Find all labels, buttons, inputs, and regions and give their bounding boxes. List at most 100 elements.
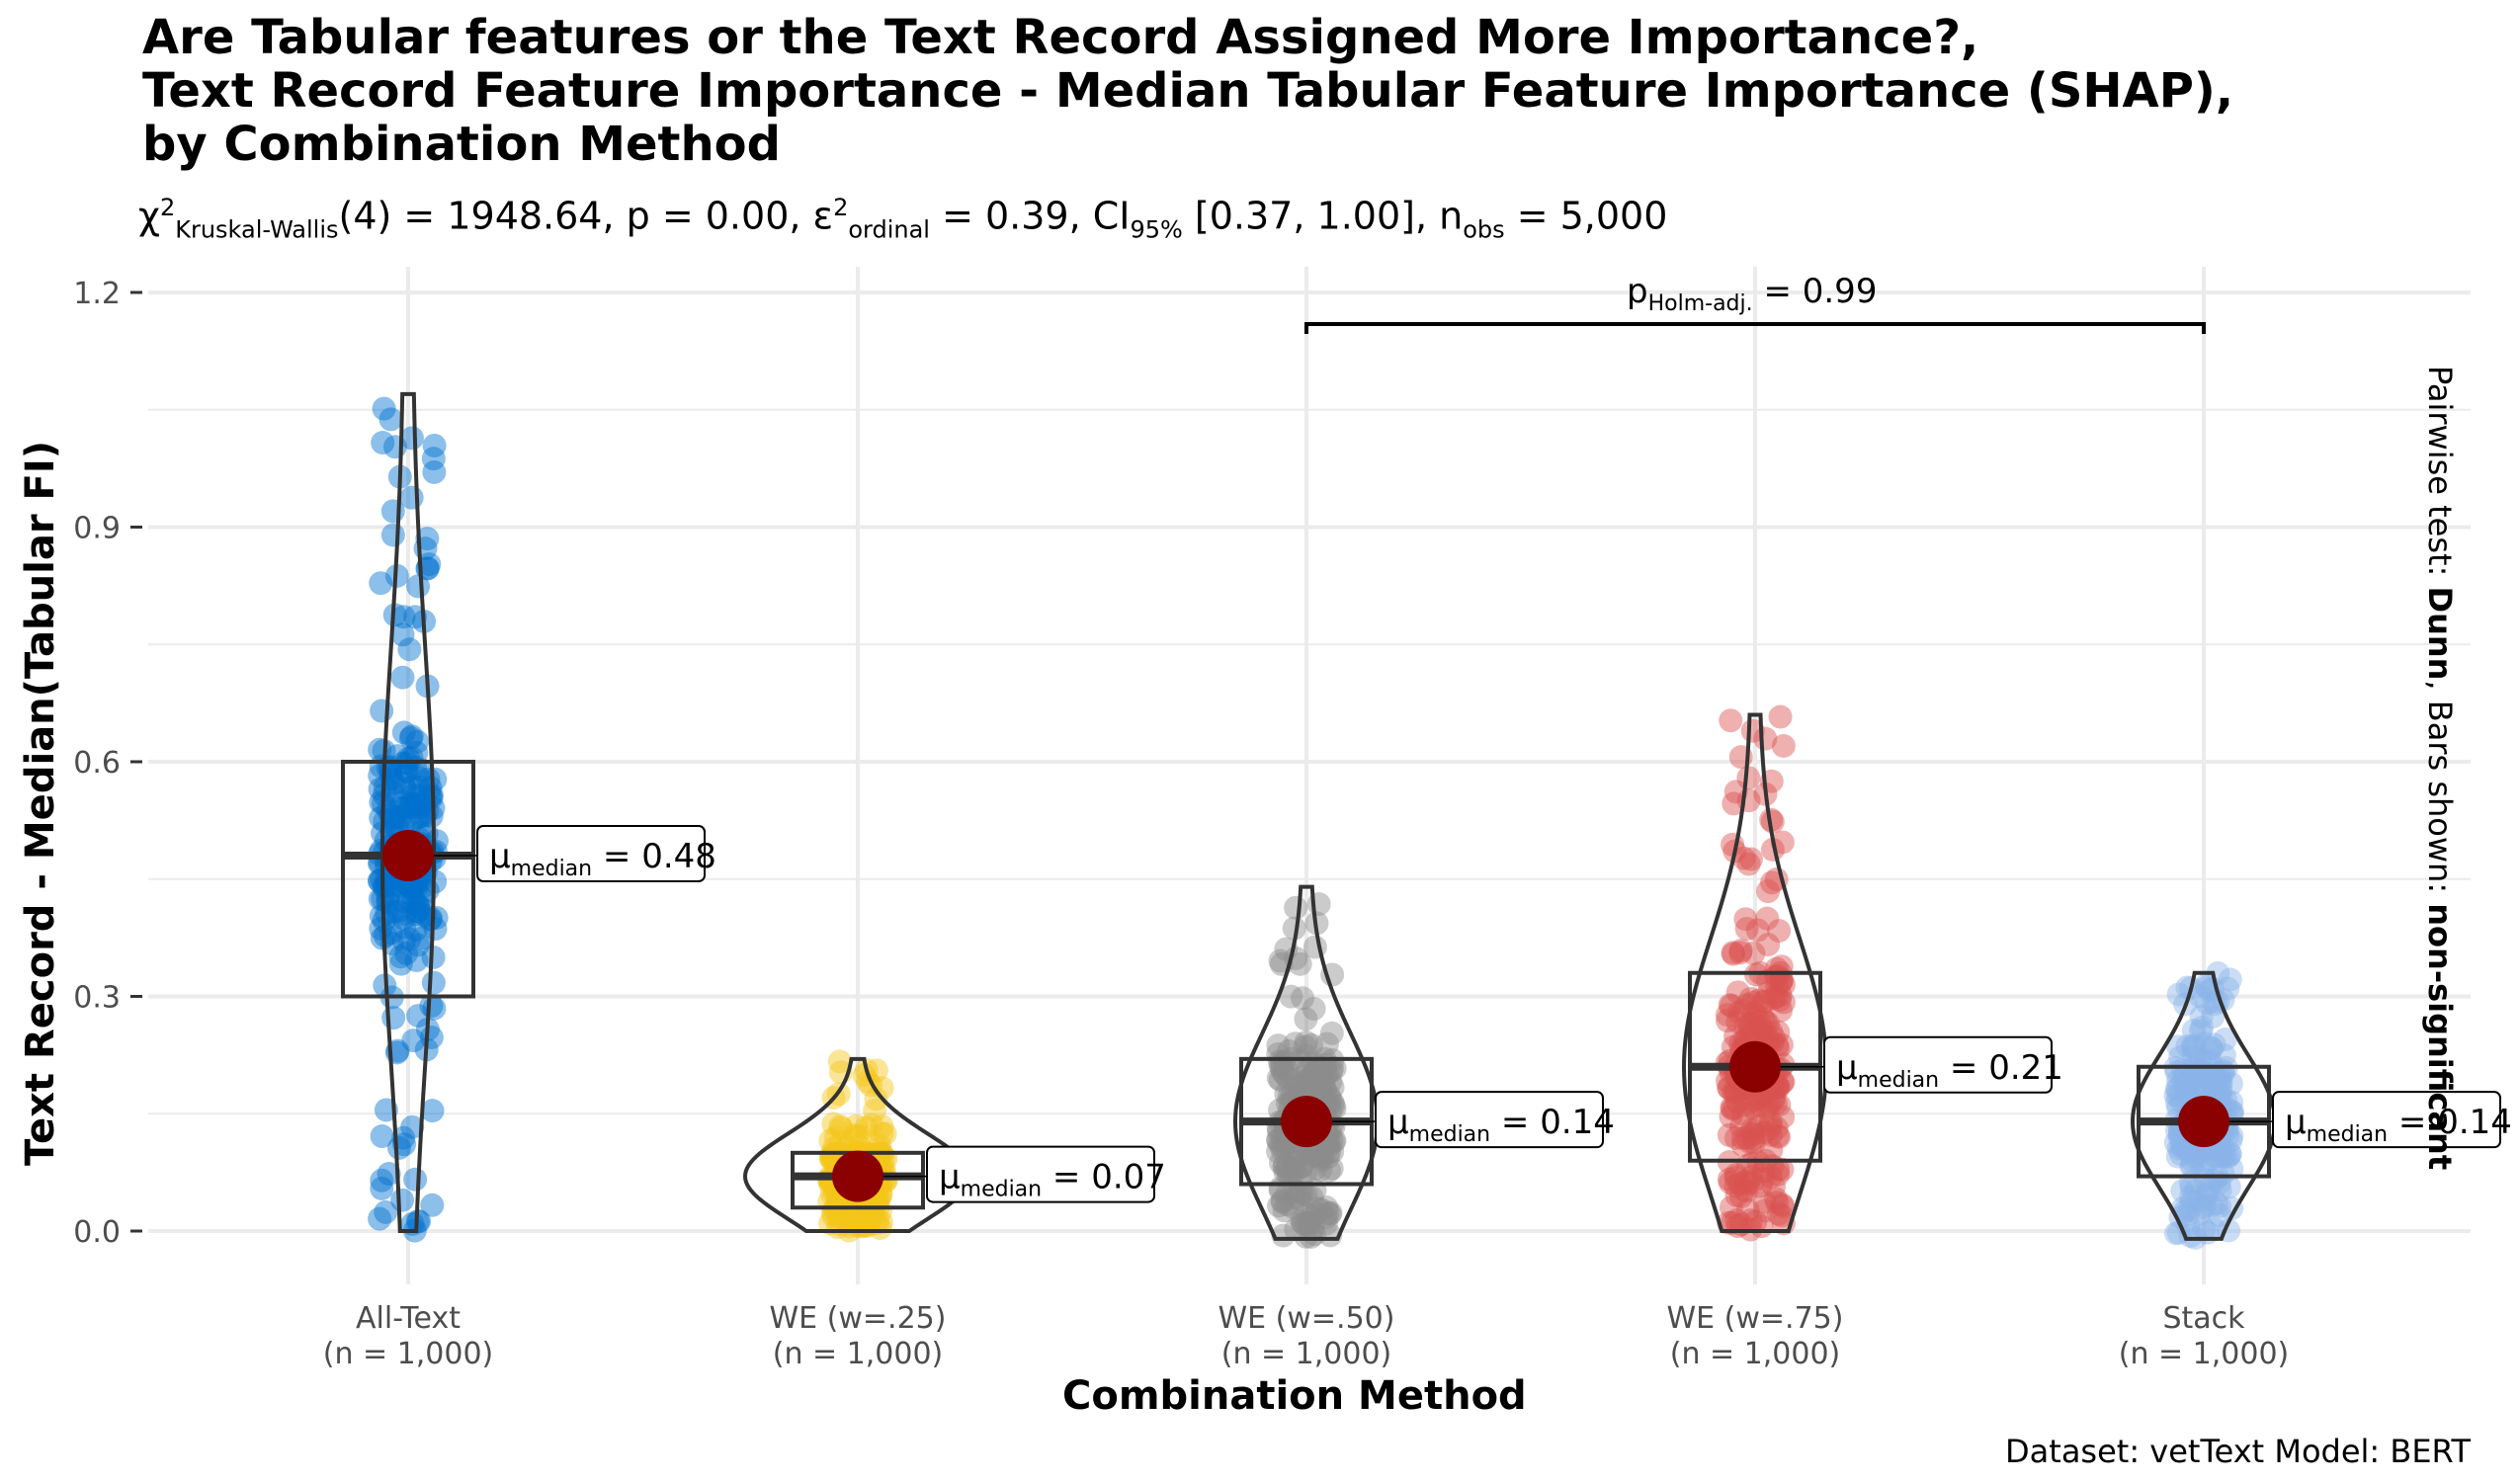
data-point (2194, 1184, 2219, 1208)
data-point (1282, 916, 1306, 941)
data-point (1276, 1158, 1301, 1183)
data-point (2212, 1043, 2236, 1068)
data-point (1295, 1201, 1319, 1226)
data-point (2202, 1216, 2226, 1241)
data-point (1301, 1210, 1325, 1235)
data-point (1717, 1167, 1741, 1192)
data-point (368, 1206, 392, 1231)
data-point (401, 1029, 426, 1053)
data-point (2213, 1028, 2237, 1052)
chart-title-line-3: by Combination Method (142, 117, 781, 172)
data-point (379, 780, 404, 804)
data-point (1757, 1116, 1782, 1141)
data-point (1281, 1160, 1305, 1185)
data-point (391, 605, 416, 629)
data-point (1736, 1171, 1761, 1195)
ci-sub: 95% (1130, 215, 1183, 244)
data-point (1741, 1126, 1766, 1151)
data-point (400, 775, 425, 799)
data-point (1302, 1060, 1326, 1085)
data-point (368, 868, 392, 893)
data-point (839, 1197, 864, 1222)
data-point (1287, 1073, 1311, 1098)
y-tick-label: 1.2 (73, 277, 121, 311)
data-point (1283, 1159, 1307, 1184)
data-point (1749, 1214, 1774, 1239)
data-point (2194, 1168, 2219, 1193)
data-point (393, 759, 418, 783)
data-point (1304, 1056, 1329, 1081)
data-point (2181, 1019, 2206, 1043)
data-point (2180, 1033, 2205, 1058)
x-tick-n-label: (n = 1,000) (1670, 1337, 1841, 1371)
data-point (2204, 1144, 2228, 1169)
data-point (1760, 837, 1785, 862)
data-point (1273, 1153, 1298, 1178)
data-point (2163, 1083, 2188, 1108)
data-point (1304, 1201, 1329, 1226)
n-sub: obs (1463, 215, 1505, 244)
data-point (1734, 1125, 1759, 1150)
x-tick-n-label: (n = 1,000) (2119, 1337, 2290, 1371)
data-point (1314, 1031, 1339, 1056)
data-point (1292, 1077, 1316, 1102)
data-point (2166, 1068, 2191, 1093)
data-point (1320, 1056, 1345, 1081)
data-point (1294, 1183, 1318, 1207)
data-point (421, 970, 446, 995)
data-point (2168, 1045, 2193, 1070)
data-point (1765, 1191, 1790, 1215)
data-point (823, 1125, 848, 1150)
data-point (1756, 933, 1781, 957)
data-point (407, 1209, 432, 1234)
data-point (386, 1135, 411, 1160)
median-label: μmedian = 0.07 (939, 1158, 1166, 1202)
data-point (1720, 1095, 1744, 1119)
data-point (400, 1114, 425, 1139)
data-point (1760, 809, 1785, 834)
data-point (2188, 1189, 2213, 1213)
data-point (829, 1115, 854, 1140)
data-point (1740, 990, 1765, 1015)
data-point (380, 523, 405, 547)
data-point (1298, 1211, 1322, 1236)
data-point (2180, 1035, 2205, 1060)
data-point (2180, 1152, 2205, 1177)
data-point (418, 776, 443, 800)
data-point (1294, 1224, 1318, 1249)
data-point (2216, 1144, 2240, 1169)
data-point (372, 396, 396, 421)
median-dot (382, 830, 434, 881)
data-point (1764, 984, 1789, 1009)
data-point (2192, 1216, 2217, 1241)
data-point (1285, 1076, 1309, 1101)
data-point (1743, 1011, 1768, 1035)
data-point (2163, 1130, 2188, 1155)
data-point (1769, 970, 1794, 995)
data-point (1767, 1124, 1792, 1149)
data-point (1287, 1187, 1311, 1211)
data-point (825, 1193, 850, 1217)
data-point (1766, 1162, 1791, 1187)
data-point (2180, 1148, 2205, 1173)
data-point (398, 795, 423, 820)
data-point (1764, 973, 1789, 998)
data-point (1288, 951, 1312, 976)
data-point (1738, 986, 1763, 1011)
box (341, 760, 475, 999)
data-point (1275, 1192, 1300, 1216)
data-point (1736, 766, 1761, 790)
data-point (1720, 1210, 1744, 1235)
data-point (1275, 1182, 1300, 1206)
data-point (2201, 1005, 2226, 1029)
data-point (398, 875, 423, 900)
data-point (390, 622, 415, 647)
data-point (1284, 1142, 1308, 1167)
data-point (1743, 1209, 1768, 1234)
median-label: μmedian = 0.14 (1387, 1103, 1615, 1147)
data-point (2199, 1035, 2224, 1060)
data-point (2203, 1065, 2227, 1090)
data-point (2195, 1072, 2220, 1097)
data-point (417, 552, 442, 577)
